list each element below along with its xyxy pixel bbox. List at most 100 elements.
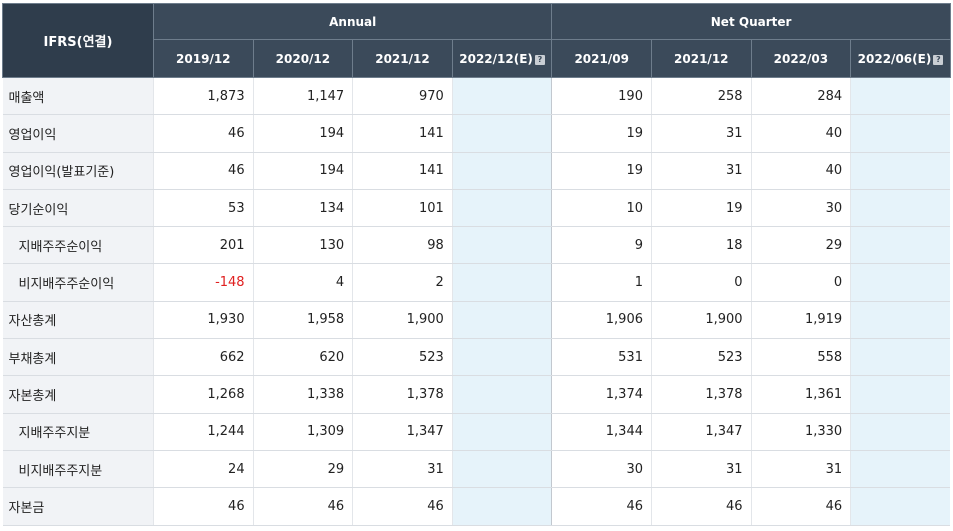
table-cell-annual: 970	[352, 77, 453, 116]
table-cell-quarter	[850, 152, 951, 190]
table-cell-annual: 2	[352, 263, 453, 302]
table-cell-quarter	[850, 114, 951, 153]
table-cell-quarter: 31	[650, 114, 752, 153]
row-label: 당기순이익	[2, 189, 154, 228]
table-cell-annual: 141	[352, 114, 453, 153]
table-row: 매출액 1,873 1,147 970 190 258 284	[2, 77, 951, 116]
table-cell-annual: 1,347	[352, 413, 453, 451]
table-cell-quarter: 258	[650, 77, 752, 116]
table-cell-annual: 1,268	[153, 375, 254, 414]
table-cell-quarter	[850, 375, 951, 414]
question-mark-icon[interactable]: ?	[534, 54, 545, 65]
table-cell-annual: 1,873	[153, 77, 254, 116]
table-cell-annual: 46	[153, 487, 254, 526]
table-cell-annual: 662	[153, 338, 254, 377]
table-cell-quarter: 1,330	[750, 413, 851, 451]
period-label: 2019/12	[176, 51, 231, 66]
period-header-quarter-2: 2022/03	[750, 39, 852, 78]
table-row: 자산총계 1,930 1,958 1,900 1,906 1,900 1,919	[2, 301, 951, 340]
table-cell-quarter: 18	[650, 226, 752, 265]
group-header-annual: Annual	[152, 3, 553, 40]
table-cell-quarter: 523	[650, 338, 752, 377]
table-cell-quarter	[850, 226, 951, 265]
table-cell-quarter: 1,906	[551, 301, 652, 340]
table-cell-annual: 31	[352, 450, 453, 489]
table-cell-annual: 1,147	[252, 77, 353, 116]
row-label: 자본금	[2, 487, 154, 526]
table-cell-annual: 194	[252, 152, 353, 190]
table-cell-quarter	[850, 301, 951, 340]
table-cell-quarter: 29	[750, 226, 851, 265]
table-cell-annual: 46	[153, 152, 254, 190]
financial-summary-table: IFRS(연결) Annual Net Quarter 2019/12 2020/…	[2, 3, 951, 526]
table-row: 영업이익(발표기준) 46 194 141 19 31 40	[2, 152, 951, 190]
table-cell-annual: 24	[153, 450, 254, 489]
table-cell-annual: 194	[252, 114, 353, 153]
table-cell-quarter: 9	[551, 226, 652, 265]
table-row: 자본총계 1,268 1,338 1,378 1,374 1,378 1,361	[2, 375, 951, 414]
period-header-annual-0: 2019/12	[153, 39, 254, 78]
table-row: 자본금 46 46 46 46 46 46	[2, 487, 951, 526]
table-cell-annual: 1,244	[153, 413, 254, 451]
row-label: 영업이익	[2, 114, 154, 153]
table-cell-annual	[451, 338, 552, 377]
table-cell-annual	[451, 301, 552, 340]
table-cell-quarter: 0	[750, 263, 851, 302]
table-cell-annual	[451, 263, 552, 302]
table-cell-quarter: 31	[750, 450, 851, 489]
table-cell-annual: 1,338	[252, 375, 353, 414]
row-label: 자본총계	[2, 375, 154, 414]
period-label: 2022/06(E)	[857, 51, 932, 66]
table-cell-annual: 201	[153, 226, 254, 265]
table-cell-quarter	[850, 487, 951, 526]
table-cell-quarter: 46	[551, 487, 652, 526]
group-header-quarter: Net Quarter	[551, 3, 951, 40]
table-cell-quarter: 284	[750, 77, 851, 116]
table-cell-annual: 141	[352, 152, 453, 190]
row-label: 비지배주주순이익	[2, 263, 154, 302]
table-cell-annual: 98	[352, 226, 453, 265]
table-cell-annual: 1,958	[252, 301, 353, 340]
table-cell-annual	[451, 189, 552, 228]
period-header-annual-1: 2020/12	[252, 39, 354, 78]
table-cell-annual	[451, 413, 552, 451]
table-cell-annual: 130	[252, 226, 353, 265]
table-cell-quarter: 1,900	[650, 301, 752, 340]
table-cell-annual: 1,309	[252, 413, 353, 451]
table-cell-annual: 53	[153, 189, 254, 228]
table-cell-quarter: 1,378	[650, 375, 752, 414]
question-mark-icon[interactable]: ?	[933, 54, 944, 65]
period-header-quarter-0: 2021/09	[551, 39, 652, 78]
table-cell-annual	[451, 114, 552, 153]
table-cell-quarter: 46	[750, 487, 851, 526]
row-label: 지배주주순이익	[2, 226, 154, 265]
table-cell-annual: 101	[352, 189, 453, 228]
row-label: 지배주주지분	[2, 413, 154, 451]
corner-label: IFRS(연결)	[2, 3, 154, 78]
table-cell-annual: 1,930	[153, 301, 254, 340]
table-cell-annual: 29	[252, 450, 353, 489]
period-header-quarter-3: 2022/06(E)?	[850, 39, 951, 78]
table-row: 비지배주주지분 24 29 31 30 31 31	[2, 450, 951, 489]
table-cell-annual: 46	[252, 487, 353, 526]
table-cell-annual: 4	[252, 263, 353, 302]
table-cell-quarter: 558	[750, 338, 851, 377]
table-cell-quarter: 1,347	[650, 413, 752, 451]
table-cell-quarter: 30	[551, 450, 652, 489]
table-cell-annual	[451, 375, 552, 414]
table-cell-quarter: 1,361	[750, 375, 851, 414]
table-cell-annual	[451, 152, 552, 190]
table-cell-quarter: 31	[650, 450, 752, 489]
table-cell-quarter: 40	[750, 114, 851, 153]
period-header-annual-2: 2021/12	[352, 39, 453, 78]
table-cell-annual: 1,900	[352, 301, 453, 340]
table-cell-annual	[451, 450, 552, 489]
table-cell-quarter	[850, 450, 951, 489]
table-cell-annual: 523	[352, 338, 453, 377]
table-cell-quarter: 190	[551, 77, 652, 116]
table-cell-quarter: 1	[551, 263, 652, 302]
period-label: 2020/12	[275, 51, 331, 66]
period-label: 2021/12	[674, 51, 729, 66]
period-header-quarter-1: 2021/12	[650, 39, 752, 78]
table-cell-annual: 620	[252, 338, 353, 377]
